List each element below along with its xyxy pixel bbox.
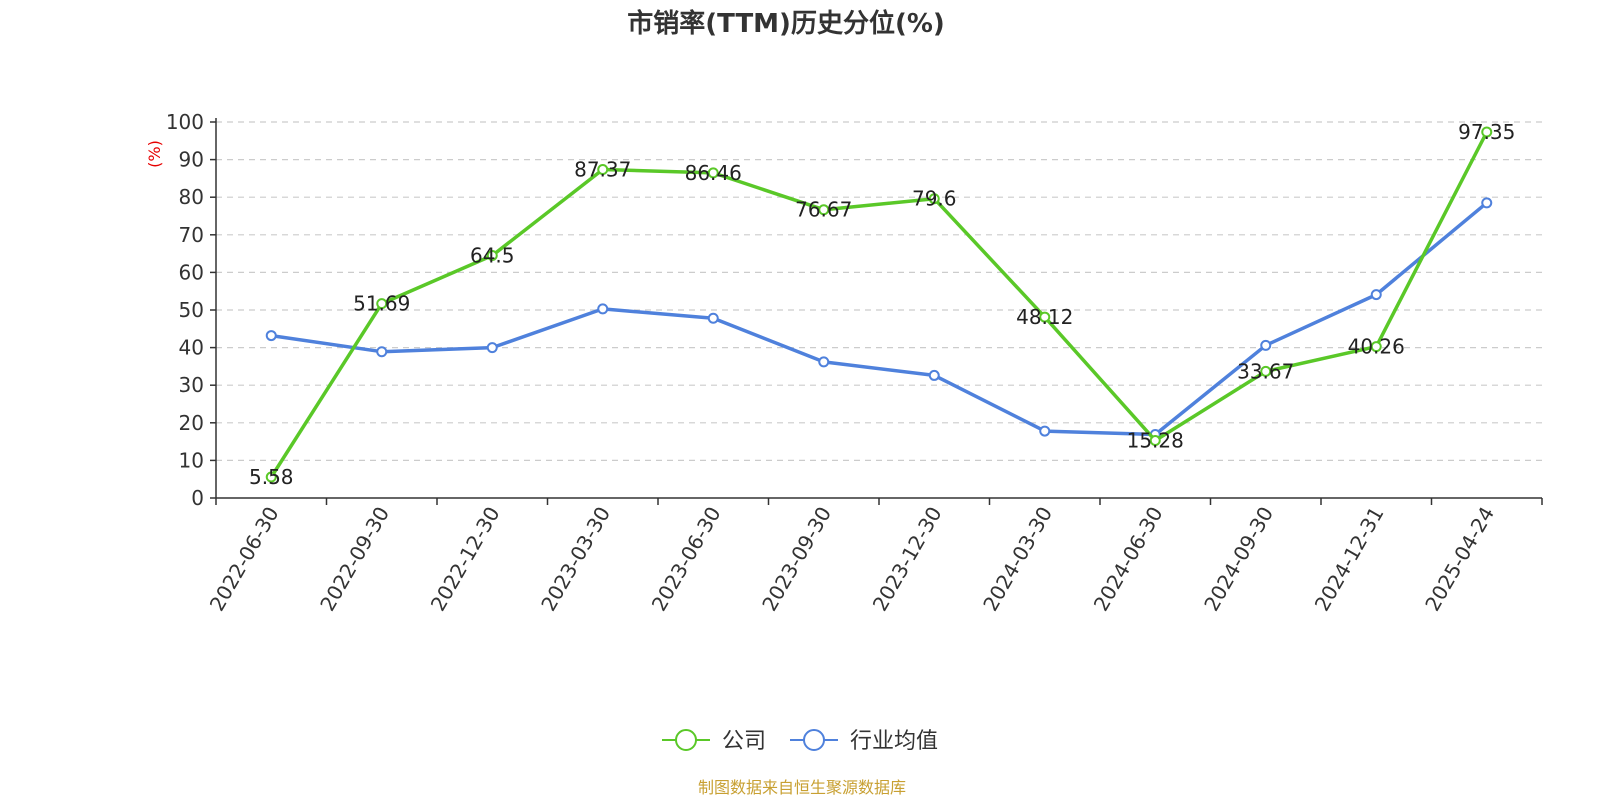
data-point[interactable] [486,342,498,354]
data-label: 33.67 [1237,359,1294,383]
data-point[interactable] [597,163,609,175]
series-line-1 [269,201,1489,437]
x-tick-label: 2022-09-30 [315,503,394,616]
x-tick-label: 2024-12-31 [1310,503,1389,616]
data-point[interactable] [928,369,940,381]
y-tick-label: 40 [179,336,204,360]
y-tick-label: 50 [179,298,204,322]
data-point[interactable] [1370,341,1382,353]
data-label: 64.5 [470,243,515,267]
y-tick-label: 100 [166,110,204,134]
data-point[interactable] [1481,197,1493,209]
legend-industry-marker [803,729,825,751]
x-tick-label: 2023-03-30 [536,503,615,616]
x-tick-label: 2022-06-30 [205,503,284,616]
data-point[interactable] [707,167,719,179]
y-tick-label: 60 [179,260,204,284]
x-tick-label: 2022-12-30 [426,503,505,616]
x-tick-label: 2023-12-30 [868,503,947,616]
y-tick-label: 70 [179,223,204,247]
data-point[interactable] [376,346,388,358]
data-point[interactable] [1260,365,1272,377]
data-point[interactable] [376,298,388,310]
data-point[interactable] [1481,126,1493,138]
legend-company-marker [675,729,697,751]
data-label: 97.35 [1458,120,1515,144]
data-point[interactable] [818,356,830,368]
x-tick-label: 2024-03-30 [978,503,1057,616]
y-tick-label: 90 [179,148,204,172]
x-tick-label: 2024-09-30 [1199,503,1278,616]
y-axis-unit: (%) [145,140,164,168]
data-label: 5.58 [249,465,294,489]
plot-area [265,126,1493,483]
legend: 公司 行业均值 [662,729,938,754]
series-line-0 [269,130,1489,479]
data-label: 40.26 [1348,335,1405,359]
data-label: 15.28 [1127,429,1184,453]
data-label: 79.6 [912,187,957,211]
x-tick-label: 2024-06-30 [1089,503,1168,616]
data-point[interactable] [265,330,277,342]
legend-industry-label: 行业均值 [850,729,938,754]
data-point[interactable] [1149,435,1161,447]
grid-lines [216,121,1542,461]
legend-company-label: 公司 [722,729,766,754]
y-tick-label: 30 [179,373,204,397]
data-label: 51.69 [353,292,410,316]
y-axis-ticks: 0 10 20 30 40 50 60 70 80 90 100 [166,110,216,510]
legend-item-company[interactable]: 公司 [662,729,766,754]
y-tick-label: 20 [179,411,204,435]
data-label: 76.67 [795,198,852,222]
data-label: 87.37 [574,157,631,181]
data-point[interactable] [265,471,277,483]
data-point[interactable] [1039,311,1051,323]
x-tick-label: 2023-06-30 [647,503,726,616]
data-point[interactable] [1039,425,1051,437]
data-point[interactable] [597,303,609,315]
data-point[interactable] [486,249,498,261]
data-point[interactable] [707,312,719,324]
data-point[interactable] [1260,339,1272,351]
y-tick-label: 10 [179,448,204,472]
chart-title: 市销率(TTM)历史分位(%) [627,8,945,39]
x-tick-label: 2025-04-24 [1420,503,1499,616]
y-tick-label: 80 [179,185,204,209]
x-tick-label: 2023-09-30 [757,503,836,616]
data-source-note: 制图数据来自恒生聚源数据库 [698,778,906,797]
data-labels: 5.58 51.69 64.5 87.37 86.46 76.67 79.6 48.12 15.… [249,120,1515,489]
data-point[interactable] [1370,289,1382,301]
legend-item-industry-average[interactable]: 行业均值 [790,729,938,754]
y-tick-label: 0 [191,486,204,510]
data-point[interactable] [818,204,830,216]
data-point[interactable] [928,193,940,205]
data-label: 48.12 [1016,305,1073,329]
x-axis-ticks: 2022-06-30 2022-09-30 2022-12-30 2023-03-30… [205,498,1543,616]
data-label: 86.46 [685,161,742,185]
